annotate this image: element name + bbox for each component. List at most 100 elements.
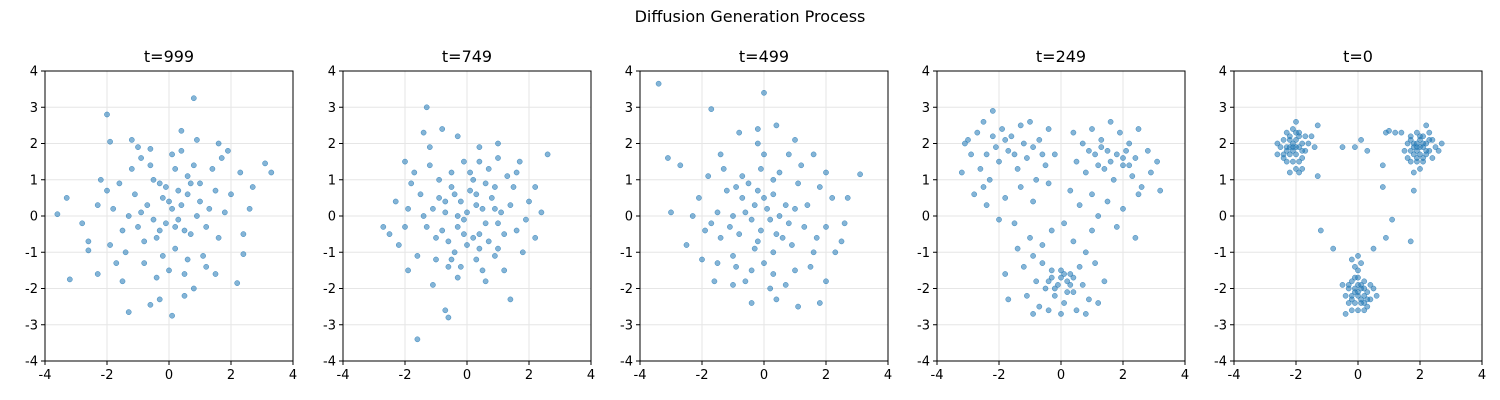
- scatter-point: [190, 162, 197, 169]
- y-tick-label: -4: [620, 355, 633, 370]
- scatter-point: [79, 220, 86, 227]
- scatter-point: [433, 234, 439, 241]
- scatter-point: [420, 213, 427, 219]
- scatter-point: [240, 251, 247, 257]
- scatter-point: [1296, 158, 1302, 165]
- scatter-point: [1420, 155, 1426, 161]
- scatter-point: [1042, 285, 1049, 292]
- scatter-point: [754, 126, 761, 132]
- scatter-point: [1107, 118, 1114, 125]
- y-tick-label: 1: [922, 173, 930, 188]
- scatter-point: [717, 234, 724, 241]
- y-tick-label: -2: [917, 282, 930, 297]
- x-tick-label: -4: [337, 368, 350, 383]
- scatter-point: [442, 307, 449, 314]
- scatter-point: [1417, 144, 1423, 150]
- scatter-point: [538, 209, 545, 216]
- y-tick-label: -4: [323, 355, 336, 370]
- scatter-point: [785, 151, 792, 158]
- scatter-point: [135, 224, 141, 230]
- scatter-point: [138, 209, 144, 216]
- scatter-point: [1154, 158, 1160, 165]
- scatter-point: [810, 249, 817, 256]
- scatter-point: [754, 187, 761, 194]
- scatter-point: [996, 158, 1002, 165]
- scatter-point: [1370, 285, 1377, 292]
- y-tick-label: -4: [917, 355, 930, 370]
- scatter-point: [141, 260, 148, 266]
- scatter-point: [417, 191, 424, 198]
- y-tick-label: -4: [25, 355, 38, 370]
- scatter-point: [156, 296, 163, 303]
- scatter-point: [1076, 202, 1083, 208]
- scatter-point: [532, 234, 539, 241]
- scatter-point: [1364, 147, 1371, 154]
- scatter-point: [1361, 292, 1368, 299]
- scatter-point: [1410, 169, 1417, 176]
- subplot-4: t=0 -4 -2 0 2 4 -4 -3 -2 -1 0 1 2 3 4: [1214, 47, 1486, 383]
- scatter-point: [1299, 155, 1306, 161]
- scatter-point: [1076, 263, 1083, 270]
- scatter-point: [1058, 274, 1064, 281]
- scatter-point: [1055, 282, 1061, 288]
- scatter-point: [1407, 238, 1414, 245]
- scatter-point: [240, 231, 247, 237]
- scatter-point: [1058, 311, 1064, 317]
- scatter-point: [150, 176, 157, 183]
- scatter-point: [1348, 307, 1355, 314]
- scatter-point: [178, 127, 185, 134]
- scatter-point: [485, 166, 492, 172]
- scatter-point: [1033, 176, 1040, 183]
- scatter-point: [153, 274, 160, 281]
- scatter-point: [1089, 191, 1095, 198]
- scatter-point: [1144, 147, 1151, 154]
- scatter-point: [742, 278, 749, 285]
- scatter-point: [122, 249, 129, 256]
- scatter-point: [1414, 155, 1420, 161]
- scatter-point: [1104, 198, 1111, 205]
- scatter-point: [1274, 151, 1281, 158]
- scatter-point: [1290, 126, 1296, 132]
- y-tick-label: 1: [328, 173, 336, 188]
- scatter-point: [838, 238, 845, 245]
- y-tick-label: 3: [30, 101, 38, 116]
- scatter-point: [107, 242, 113, 248]
- scatter-point: [1064, 278, 1071, 285]
- scatter-point: [717, 151, 724, 158]
- scatter-point: [405, 205, 411, 212]
- scatter-point: [730, 213, 736, 219]
- scatter-point: [467, 169, 473, 176]
- scatter-point: [454, 133, 461, 140]
- scatter-point: [733, 263, 739, 270]
- scatter-point: [1355, 267, 1361, 274]
- scatter-point: [996, 216, 1002, 223]
- y-tick-label: -3: [917, 318, 930, 333]
- scatter-point: [482, 180, 489, 187]
- scatter-point: [482, 220, 489, 227]
- scatter-point: [770, 176, 777, 183]
- scatter-point: [482, 278, 489, 285]
- scatter-point: [1135, 191, 1142, 198]
- scatter-point: [1392, 129, 1399, 136]
- scatter-point: [94, 271, 101, 277]
- y-tick-label: -2: [323, 282, 336, 297]
- scatter-point: [1414, 140, 1420, 147]
- scatter-point: [1033, 278, 1040, 285]
- scatter-point: [501, 231, 508, 237]
- scatter-point: [1027, 118, 1033, 125]
- scatter-point: [1296, 133, 1302, 140]
- scatter-point: [1410, 151, 1417, 158]
- scatter-point: [776, 213, 783, 219]
- scatter-point: [1361, 307, 1368, 314]
- y-tick-label: 2: [922, 137, 930, 152]
- scatter-point: [507, 296, 514, 303]
- scatter-point: [1299, 166, 1306, 172]
- scatter-point: [1348, 256, 1355, 263]
- scatter-point: [1308, 133, 1315, 140]
- scatter-point: [1048, 274, 1055, 281]
- scatter-point: [485, 238, 492, 245]
- scatter-point: [1120, 205, 1126, 212]
- scatter-point: [1417, 151, 1423, 158]
- scatter-point: [705, 173, 712, 179]
- scatter-point: [445, 263, 452, 270]
